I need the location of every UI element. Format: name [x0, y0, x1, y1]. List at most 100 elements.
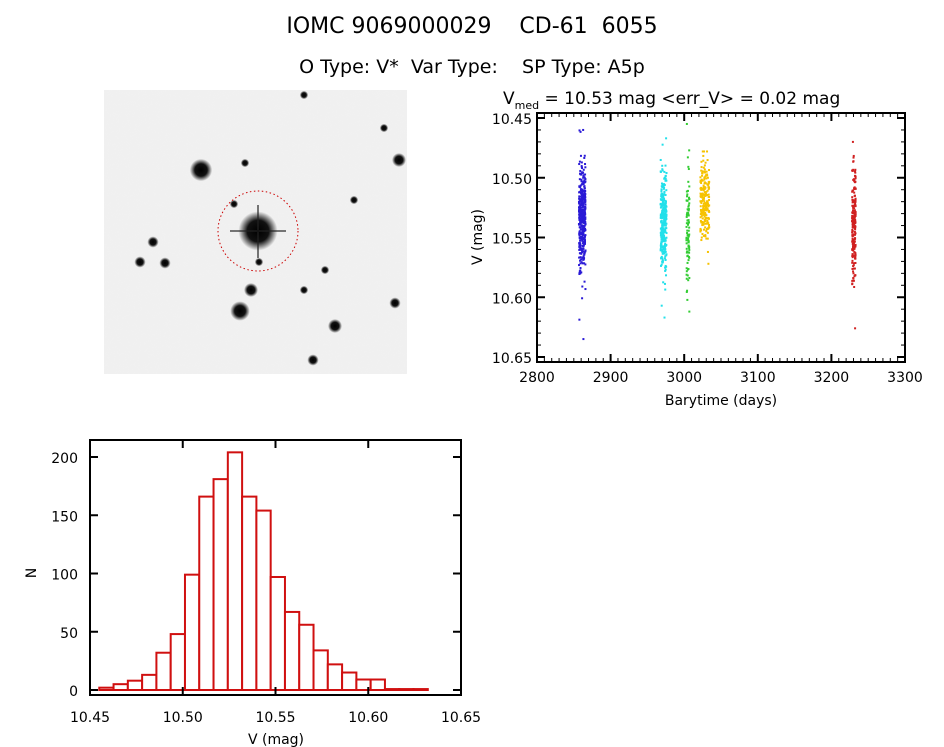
lc-point-season-2	[663, 191, 666, 194]
lc-point-season-4	[699, 216, 702, 219]
lc-point-season-1	[578, 163, 581, 166]
lc-point-season-2	[665, 227, 668, 230]
lc-point-season-4	[707, 188, 710, 191]
histogram-bar	[398, 688, 415, 691]
lc-point-season-1	[584, 223, 587, 226]
lc-point-season-5	[852, 160, 855, 163]
lc-point-season-1	[583, 280, 586, 283]
lc-point-season-1	[583, 224, 586, 227]
lc-point-season-1	[582, 338, 585, 341]
lc-point-season-3	[685, 273, 688, 276]
lc-point-season-2	[660, 193, 663, 196]
lc-point-season-5	[851, 234, 854, 237]
lc-point-season-2	[660, 238, 663, 241]
lc-point-season-1	[579, 214, 582, 217]
lc-point-season-1	[583, 222, 586, 225]
lc-point-season-3	[688, 248, 691, 251]
lc-point-season-1	[582, 211, 585, 214]
lc-point-season-3	[686, 195, 689, 198]
lc-point-season-1	[581, 171, 584, 174]
star	[299, 285, 309, 295]
lc-point-season-1	[582, 180, 585, 183]
lc-point-season-1	[581, 244, 584, 247]
lc-point-season-4	[703, 200, 706, 203]
lc-point-season-2	[664, 242, 667, 245]
lc-point-season-5	[854, 254, 857, 257]
lc-ytick-label: 10.65	[492, 351, 532, 367]
lc-point-season-1	[579, 228, 582, 231]
lc-point-season-3	[686, 261, 689, 264]
lc-ytick-label: 10.50	[492, 172, 532, 188]
lc-point-season-4	[703, 215, 706, 218]
lc-point-season-1	[578, 191, 581, 194]
lc-point-season-4	[701, 188, 704, 191]
lc-point-season-2	[661, 143, 664, 146]
hist-xtick-label: 10.50	[163, 710, 203, 726]
lc-point-season-5	[854, 220, 857, 223]
star-title: IOMC 9069000029 CD-61 6055	[286, 14, 658, 39]
hist-ytick-label: 200	[51, 451, 78, 467]
lc-point-season-1	[580, 188, 583, 191]
lc-point-season-2	[663, 252, 666, 255]
lc-point-season-5	[851, 231, 854, 234]
star	[134, 256, 146, 268]
lc-xtick-label: 2900	[593, 370, 629, 386]
histogram-bar	[169, 633, 186, 691]
lc-point-season-3	[688, 247, 691, 250]
lc-point-season-1	[582, 226, 585, 229]
lc-point-season-4	[701, 172, 704, 175]
lc-point-season-2	[663, 247, 666, 250]
lc-point-season-4	[704, 222, 707, 225]
lc-point-season-2	[661, 260, 664, 263]
lc-point-season-2	[661, 257, 664, 260]
lc-point-season-5	[852, 247, 855, 250]
lc-point-season-2	[659, 158, 662, 161]
lc-point-season-4	[701, 170, 704, 173]
lc-point-season-1	[583, 238, 586, 241]
lc-point-season-5	[852, 276, 855, 279]
lc-xtick-label: 3000	[666, 370, 702, 386]
lc-point-season-4	[706, 200, 709, 203]
lc-point-season-3	[685, 251, 688, 254]
lc-point-season-2	[661, 209, 664, 212]
lc-point-season-1	[582, 221, 585, 224]
lc-point-season-5	[854, 327, 857, 330]
lc-point-season-5	[853, 262, 856, 265]
lc-point-season-1	[578, 318, 581, 321]
lc-point-season-4	[705, 229, 708, 232]
lc-point-season-5	[851, 215, 854, 218]
lc-point-season-3	[687, 251, 690, 254]
lc-point-season-5	[851, 196, 854, 199]
lc-point-season-3	[687, 241, 690, 244]
lc-point-season-2	[664, 212, 667, 215]
lc-point-season-2	[662, 196, 665, 199]
lc-point-season-4	[704, 226, 707, 229]
lc-point-season-1	[583, 218, 586, 221]
lc-point-season-1	[578, 242, 581, 245]
lc-point-season-2	[661, 185, 664, 188]
lc-point-season-5	[853, 247, 856, 250]
lc-point-season-4	[706, 237, 709, 240]
lc-point-season-5	[854, 261, 857, 264]
lc-point-season-4	[700, 178, 703, 181]
lc-point-season-2	[660, 198, 663, 201]
lc-point-season-3	[686, 229, 689, 232]
lc-point-season-4	[704, 182, 707, 185]
lc-point-season-2	[664, 264, 667, 267]
lc-point-season-5	[854, 202, 857, 205]
lc-point-season-1	[579, 215, 582, 218]
lc-point-season-4	[705, 227, 708, 230]
star	[320, 265, 330, 275]
lc-point-season-1	[580, 225, 583, 228]
lc-point-season-3	[687, 180, 690, 183]
lc-point-season-5	[854, 218, 857, 221]
lc-point-season-2	[660, 257, 663, 260]
lc-point-season-4	[705, 173, 708, 176]
lc-point-season-5	[854, 198, 857, 201]
lc-point-season-1	[584, 228, 587, 231]
lc-point-season-2	[661, 224, 664, 227]
lc-point-season-3	[687, 168, 690, 171]
lc-point-season-1	[584, 213, 587, 216]
lc-point-season-5	[853, 223, 856, 226]
